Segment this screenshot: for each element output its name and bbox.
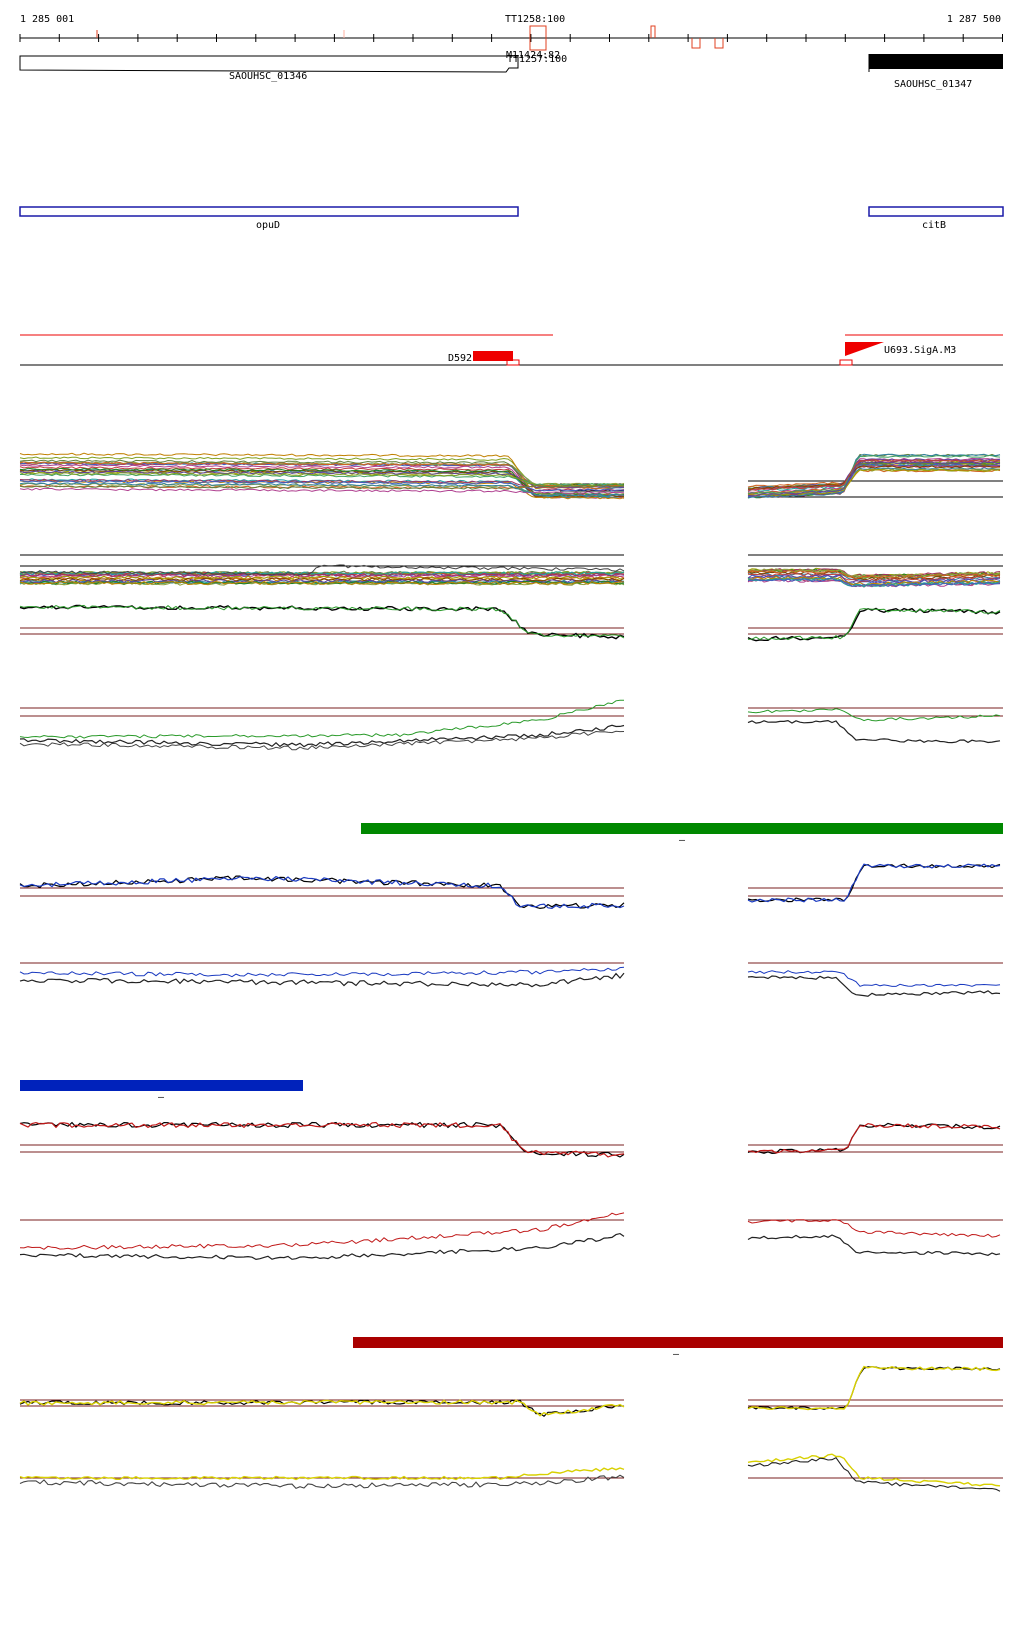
feature-label: U693.SigA.M3 [884,345,956,356]
feature-track: D592 U693.SigA.M3 [20,334,1003,366]
feature-U693-SigA-M3[interactable] [845,342,884,356]
expression-profile [747,1366,1001,1410]
ruler-end-label: 1 287 500 [947,14,1001,25]
operon-opuD[interactable] [19,206,519,217]
expression-profile [19,724,625,748]
expression-profile [747,608,1001,641]
expression-profile [747,461,1001,497]
operon-track: opuD citB [19,206,1004,231]
expression-profile [19,461,625,490]
expression-profile [19,572,625,577]
feature-D592[interactable] [473,351,513,361]
operon-citB[interactable] [868,206,1004,217]
expression-profile [748,1122,1001,1154]
expression-profile [747,1234,1001,1256]
gene-SAOUHSC_01346[interactable] [19,55,519,73]
overlap-label: M11424:82 [506,50,560,61]
operon-label: citB [922,220,946,231]
expression-profile [747,708,1001,722]
expression-profile [747,574,1001,584]
expression-profile [747,465,1001,490]
expression-profile [747,1456,1001,1492]
coordinate-ruler: 1 285 001 1 287 500 TT1258:100 [19,14,1003,51]
expression-profile [747,863,1001,903]
expression-profile [747,575,1001,586]
expression-profile [19,1399,625,1417]
ruler-ticks [19,34,1003,42]
condition-bar-label: – [158,1092,165,1103]
condition-bar-blue[interactable] [20,1080,303,1091]
expression-profile [19,699,625,739]
expression-profile [747,863,1001,903]
gene-track: SAOUHSC_01346 SAOUHSC_01347 M11424:82 TT… [19,50,1003,90]
expression-profile [19,1399,625,1417]
expression-profile [19,604,625,639]
feature-label: D592 [448,353,472,364]
terminator-label: TT1258:100 [505,14,565,25]
expression-profile [19,875,625,910]
terminator-label: TT1257:100 [507,54,567,65]
expression-profile [19,467,625,496]
expression-profile [19,571,625,576]
condition-bar-red[interactable] [353,1337,1003,1348]
condition-bars: – – – [20,823,1003,1360]
expression-profile [19,461,625,486]
expression-profile [747,975,1001,997]
expression-profile [747,454,1001,495]
expression-profile [19,1474,625,1490]
expression-tracks [19,452,1003,1492]
expression-profile [19,484,625,490]
expression-profile [19,730,625,751]
expression-profile [747,1453,1001,1487]
ruler-start-label: 1 285 001 [20,14,74,25]
gene-label: SAOUHSC_01347 [894,79,972,90]
expression-profile [747,607,1001,642]
terminator-marks [96,25,724,51]
expression-profile [19,1232,625,1261]
expression-profile [19,472,625,487]
expression-profile [747,1122,1001,1155]
condition-bar-label: – [673,1349,680,1360]
expression-profile [19,482,625,497]
expression-profile [747,1219,1001,1238]
expression-profile [747,569,1001,580]
expression-profile [747,578,1001,588]
expression-profile [19,966,625,978]
expression-profile [747,970,1001,987]
gene-label: SAOUHSC_01346 [229,71,307,82]
expression-profile [19,972,625,988]
expression-profile [19,1212,625,1250]
expression-profile [19,875,625,910]
condition-bar-green[interactable] [361,823,1003,834]
expression-profile [747,572,1001,583]
condition-bar-label: – [679,835,686,846]
expression-profile [19,580,625,586]
expression-profile [747,459,1001,492]
expression-profile [19,478,625,492]
operon-label: opuD [256,220,280,231]
expression-profile [19,1467,625,1481]
expression-profile [19,1121,625,1158]
expression-profile [19,456,624,490]
expression-profile [747,1365,1001,1411]
expression-profile [747,719,1001,744]
gene-SAOUHSC_01347[interactable] [869,54,1003,69]
expression-profile [19,487,625,495]
expression-profile [19,564,625,576]
expression-profile [19,575,624,580]
